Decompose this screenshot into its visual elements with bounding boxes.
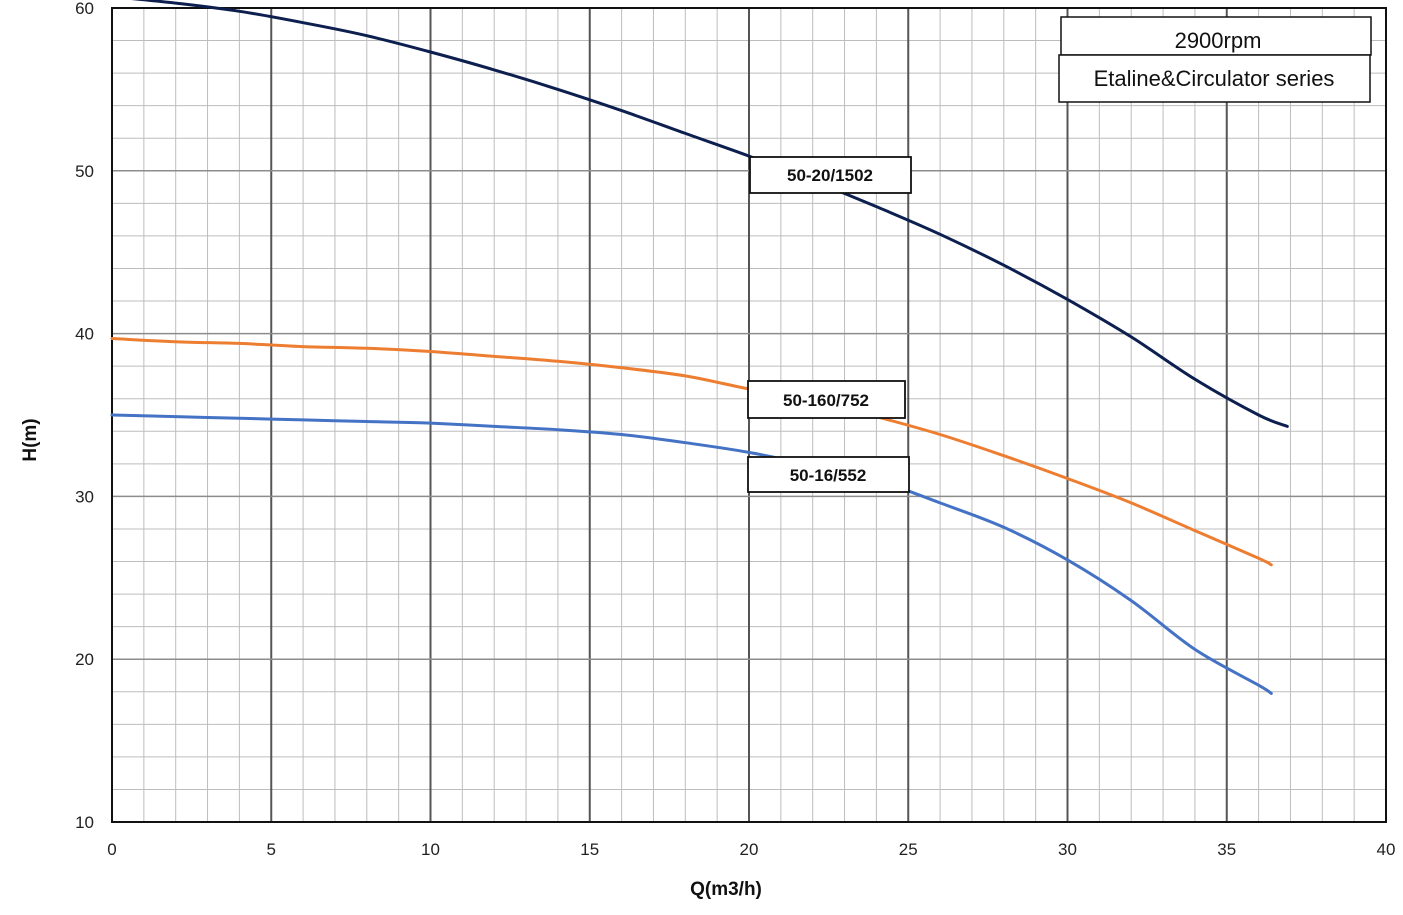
curve-label-50-160-752: 50-160/752 <box>747 380 906 419</box>
info-box-speed: 2900rpm <box>1175 28 1262 53</box>
x-tick-labels: 0 5 10 15 20 25 30 35 40 <box>107 840 1395 859</box>
x-tick-label: 25 <box>899 840 918 859</box>
series-group <box>110 0 1289 695</box>
y-tick-label: 60 <box>75 0 94 18</box>
curve-label-50-20-1502: 50-20/1502 <box>749 156 912 194</box>
curve-label-box <box>749 156 912 194</box>
x-tick-label: 10 <box>421 840 440 859</box>
curve-label-text: 50-160/752 <box>783 391 869 410</box>
x-tick-label: 0 <box>107 840 116 859</box>
y-tick-labels: 10 20 30 40 50 60 <box>75 0 94 832</box>
series-line-0 <box>131 0 1289 428</box>
y-tick-label: 10 <box>75 813 94 832</box>
y-axis-title: H(m) <box>20 418 41 461</box>
curve-label-50-16-552: 50-16/552 <box>747 456 910 493</box>
x-tick-label: 5 <box>267 840 276 859</box>
x-tick-label: 30 <box>1058 840 1077 859</box>
series-line-2 <box>110 413 1273 695</box>
series-line-1 <box>110 337 1273 567</box>
curve-label-box <box>747 456 910 493</box>
info-box-series-name: Etaline&Circulator series <box>1094 66 1335 91</box>
y-tick-label: 50 <box>75 162 94 181</box>
y-tick-label: 40 <box>75 325 94 344</box>
info-box-series-cell <box>1058 54 1371 103</box>
curve-label-box <box>747 380 906 419</box>
x-tick-label: 40 <box>1377 840 1396 859</box>
curve-label-text: 50-20/1502 <box>787 166 873 185</box>
x-tick-label: 35 <box>1217 840 1236 859</box>
x-tick-label: 20 <box>740 840 759 859</box>
x-axis-title: Q(m3/h) <box>690 879 762 900</box>
y-tick-label: 30 <box>75 487 94 506</box>
x-tick-label: 15 <box>580 840 599 859</box>
curve-label-text: 50-16/552 <box>790 466 867 485</box>
y-tick-label: 20 <box>75 650 94 669</box>
info-box: 2900rpm Etaline&Circulator series <box>1058 16 1372 103</box>
